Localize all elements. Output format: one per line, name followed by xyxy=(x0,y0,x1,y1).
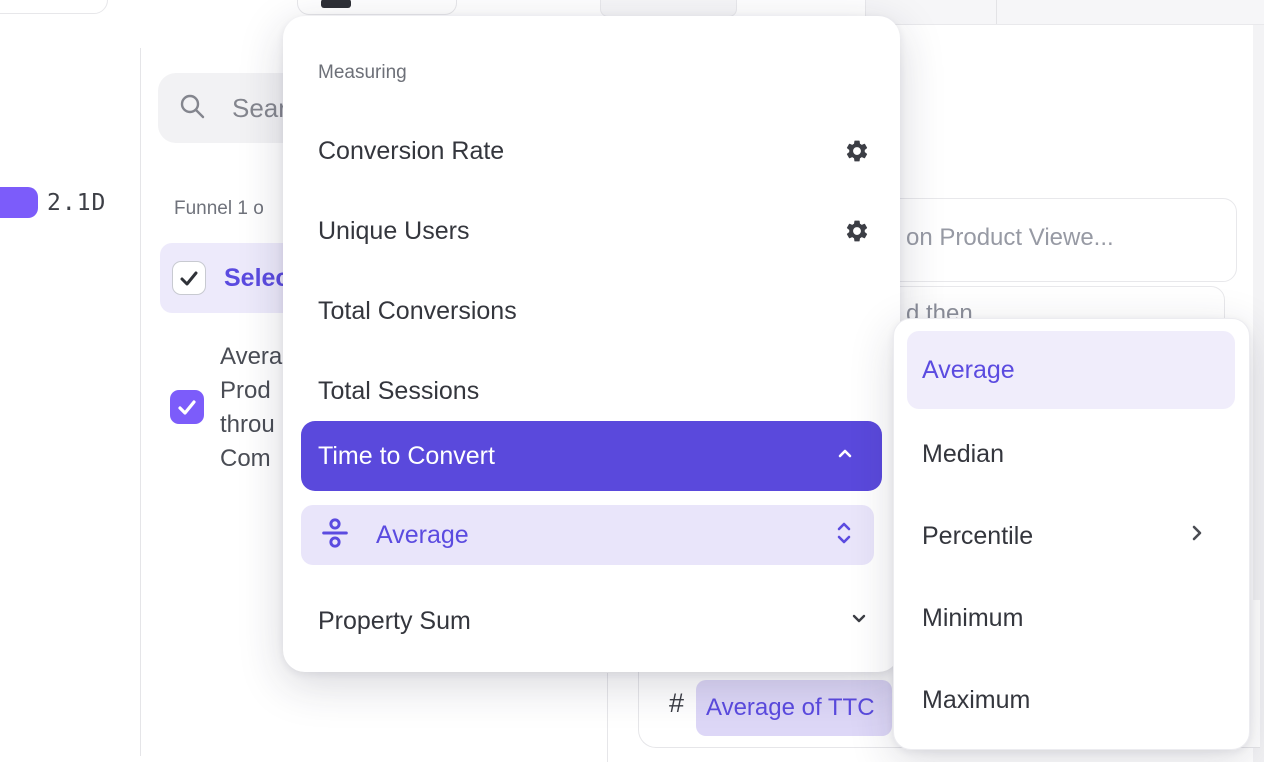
ttc-aggregation-selector[interactable]: Average xyxy=(301,505,874,565)
metric-description-line: Avera xyxy=(220,343,283,370)
agg-item-minimum[interactable]: Minimum xyxy=(894,577,1249,659)
chevron-right-icon xyxy=(1187,522,1207,551)
ttc-aggregation-label: Average xyxy=(376,520,469,549)
menu-item-time-to-convert-selected[interactable]: Time to Convert xyxy=(301,421,882,491)
agg-item-percentile[interactable]: Percentile xyxy=(894,495,1249,577)
chevron-up-down-icon xyxy=(834,521,854,550)
menu-item-conversion-rate[interactable]: Conversion Rate xyxy=(283,111,900,191)
agg-item-label: Median xyxy=(922,439,1004,468)
menu-item-label: Unique Users xyxy=(318,216,470,245)
numeric-type-icon: # xyxy=(669,688,685,718)
menu-item-label: Time to Convert xyxy=(318,441,495,470)
menu-item-label: Conversion Rate xyxy=(318,136,505,165)
background-panel-fragment xyxy=(600,0,737,17)
metric-description-line: Com xyxy=(220,445,271,472)
funnel-counter-label: Funnel 1 o xyxy=(174,198,264,219)
menu-item-label: Total Conversions xyxy=(318,296,517,325)
metric-description-line: throu xyxy=(220,411,275,438)
chevron-down-icon xyxy=(848,607,870,636)
toolbar-divider xyxy=(996,0,997,24)
chart-type-icon xyxy=(321,0,351,8)
metric-description: Avera Prod throu Com xyxy=(220,340,284,476)
menu-item-label: Total Sessions xyxy=(318,376,480,405)
gear-icon[interactable] xyxy=(844,138,870,164)
menu-item-property-sum[interactable]: Property Sum xyxy=(283,581,900,661)
menu-item-total-sessions[interactable]: Total Sessions xyxy=(283,351,900,431)
menu-item-unique-users[interactable]: Unique Users xyxy=(283,191,900,271)
agg-item-label: Minimum xyxy=(922,603,1024,632)
agg-item-label: Average xyxy=(922,355,1015,384)
average-divide-icon xyxy=(319,517,351,554)
background-card-top-center xyxy=(297,0,457,15)
step-badge-label: 2.1D xyxy=(47,190,107,216)
select-all-label: Selec xyxy=(224,263,290,292)
bottom-pane-divider xyxy=(607,673,608,762)
gear-icon[interactable] xyxy=(844,218,870,244)
left-pane-divider xyxy=(140,48,141,756)
step-color-badge xyxy=(0,187,38,218)
metric-checkbox[interactable] xyxy=(170,390,204,424)
measuring-dropdown: Measuring Conversion Rate Unique Users T… xyxy=(283,16,900,672)
metric-description-line: Prod xyxy=(220,377,271,404)
aggregation-dropdown: Average Median Percentile Minimum Maximu… xyxy=(893,318,1250,750)
agg-item-label: Maximum xyxy=(922,685,1031,714)
search-icon xyxy=(178,92,206,125)
background-right-edge xyxy=(1253,25,1264,762)
funnel-step-event-text: on Product Viewe... xyxy=(906,224,1114,251)
agg-item-maximum[interactable]: Maximum xyxy=(894,659,1249,741)
menu-item-label: Property Sum xyxy=(318,606,471,635)
chevron-up-icon xyxy=(834,443,856,470)
metric-selector-button[interactable]: Average of TTC xyxy=(696,680,892,736)
measuring-header: Measuring xyxy=(318,62,407,83)
agg-item-label: Percentile xyxy=(922,521,1034,550)
background-card-top-left xyxy=(0,0,108,14)
select-all-checkbox[interactable] xyxy=(172,261,206,295)
agg-item-median[interactable]: Median xyxy=(894,413,1249,495)
search-placeholder: Sear xyxy=(232,92,287,123)
agg-item-average-selected[interactable]: Average xyxy=(907,331,1235,409)
background-toolbar-fragment xyxy=(865,0,1264,25)
metric-selector-label: Average of TTC xyxy=(706,694,875,721)
menu-item-total-conversions[interactable]: Total Conversions xyxy=(283,271,900,351)
